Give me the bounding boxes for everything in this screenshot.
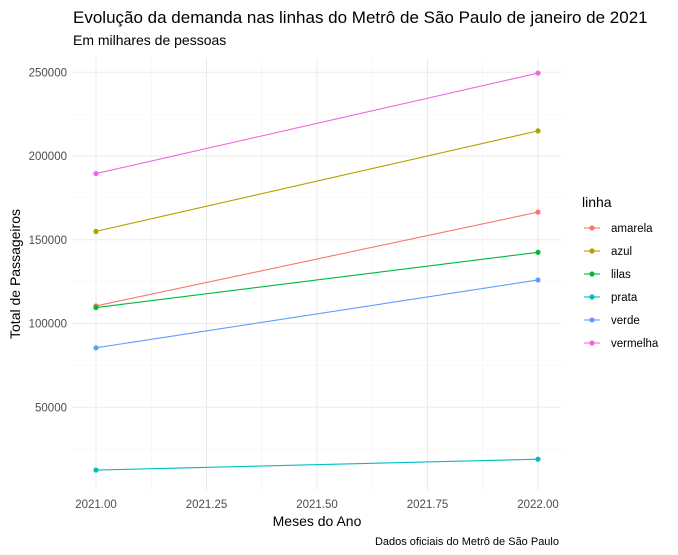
legend-item-vermelha: vermelha xyxy=(584,338,659,350)
chart-title: Evolução da demanda nas linhas do Metrô … xyxy=(73,8,648,27)
data-point xyxy=(535,249,541,255)
legend-label: verde xyxy=(611,315,640,327)
grid xyxy=(72,58,561,490)
chart-subtitle: Em milhares de pessoas xyxy=(73,32,226,48)
legend-label: prata xyxy=(611,292,638,304)
series-lilas xyxy=(93,249,541,311)
data-point xyxy=(535,128,541,134)
series-line xyxy=(95,211,539,307)
legend-item-amarela: amarela xyxy=(584,223,653,235)
x-tick-label: 2021.00 xyxy=(75,499,117,511)
chart-caption: Dados oficiais do Metrô de São Paulo xyxy=(375,536,559,548)
y-axis-ticks: 50000 100000 150000 200000 250000 xyxy=(29,67,67,414)
data-point xyxy=(93,170,99,177)
series-line xyxy=(95,458,539,471)
y-tick-label: 250000 xyxy=(29,67,67,79)
legend-label: vermelha xyxy=(611,338,659,350)
x-tick-label: 2021.75 xyxy=(407,499,449,511)
series-vermelha xyxy=(93,70,541,177)
data-point xyxy=(93,345,99,351)
y-axis-title: Total de Passageiros xyxy=(7,209,23,339)
data-point xyxy=(535,209,541,215)
data-point xyxy=(535,277,541,283)
legend-label: azul xyxy=(611,246,632,258)
legend-item-azul: azul xyxy=(584,246,632,258)
series-lines xyxy=(93,70,541,473)
series-line xyxy=(95,130,539,232)
legend-key-point xyxy=(589,340,595,346)
series-verde xyxy=(93,277,541,351)
data-point xyxy=(535,70,541,76)
legend-item-verde: verde xyxy=(584,315,640,327)
data-point xyxy=(93,467,99,473)
x-axis-ticks: 2021.00 2021.25 2021.50 2021.75 2022.00 xyxy=(75,499,559,511)
legend-key-point xyxy=(589,294,595,300)
legend-label: lilas xyxy=(611,269,631,281)
legend-key-point xyxy=(589,225,595,231)
legend: amarela azul lilas prata verde vermelha xyxy=(584,223,659,350)
y-tick-label: 200000 xyxy=(29,151,67,163)
series-azul xyxy=(93,128,541,234)
legend-key-point xyxy=(589,248,595,254)
series-line xyxy=(95,279,539,349)
legend-title: linha xyxy=(582,194,612,210)
x-axis-title: Meses do Ano xyxy=(273,513,362,529)
x-tick-label: 2021.25 xyxy=(186,499,228,511)
legend-item-prata: prata xyxy=(584,292,638,304)
legend-label: amarela xyxy=(611,223,653,235)
series-line xyxy=(95,72,539,175)
x-tick-label: 2021.50 xyxy=(296,499,338,511)
y-tick-label: 50000 xyxy=(35,402,67,414)
legend-key-point xyxy=(589,317,595,323)
series-line xyxy=(95,251,539,309)
data-point xyxy=(93,304,99,311)
y-tick-label: 150000 xyxy=(29,235,67,247)
legend-key-point xyxy=(589,271,595,277)
data-point xyxy=(535,456,541,462)
legend-item-lilas: lilas xyxy=(584,269,631,281)
data-point xyxy=(93,228,99,234)
series-prata xyxy=(93,456,541,473)
y-tick-label: 100000 xyxy=(29,319,67,331)
x-tick-label: 2022.00 xyxy=(517,499,559,511)
